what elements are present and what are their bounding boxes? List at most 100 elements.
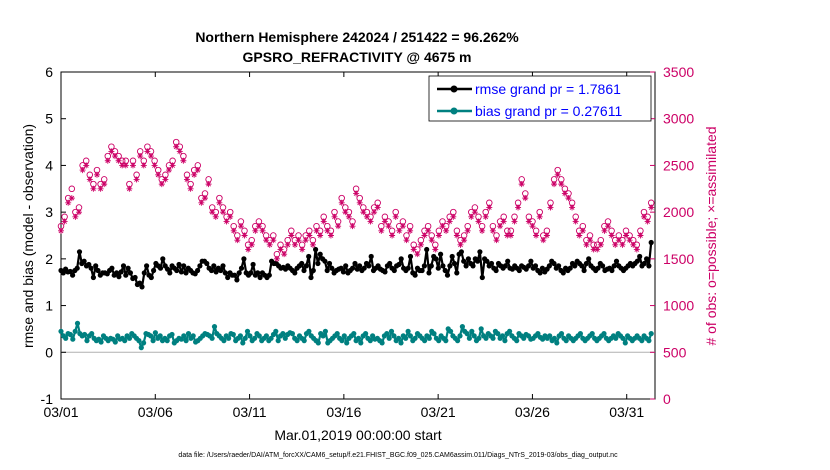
rmse-point — [211, 263, 217, 269]
bias-point — [646, 338, 652, 344]
bias-point — [126, 335, 133, 341]
rmse-point — [90, 274, 96, 281]
obs-assimilated-marker — [93, 171, 100, 178]
obs-assimilated-marker — [313, 227, 320, 234]
bias-point — [211, 324, 218, 330]
bias-point — [209, 335, 215, 341]
obs-assimilated-marker — [572, 218, 579, 225]
rmse-point — [419, 267, 425, 274]
obs-assimilated-marker — [284, 241, 291, 248]
rmse-point — [174, 267, 180, 274]
bias-point — [577, 331, 584, 337]
rmse-point — [266, 272, 272, 278]
obs-assimilated-marker — [475, 218, 482, 225]
obs-assimilated-marker — [612, 241, 619, 248]
x-tick-label: 03/16 — [326, 404, 361, 420]
bias-point — [72, 328, 78, 334]
obs-assimilated-marker — [68, 195, 75, 202]
y-left-tick-label: 2 — [45, 251, 53, 267]
bias-point — [334, 331, 340, 337]
obs-assimilated-marker — [500, 218, 507, 225]
rmse-point — [60, 270, 66, 276]
obs-assimilated-marker — [331, 213, 338, 220]
y-left-tick-label: 1 — [45, 298, 53, 314]
rmse-point — [426, 270, 432, 276]
bias-point — [183, 338, 189, 344]
obs-assimilated-marker — [320, 218, 327, 225]
rmse-point — [398, 256, 404, 262]
legend: rmse grand pr = 1.7861 bias grand pr = 0… — [428, 75, 652, 122]
rmse-point — [310, 267, 316, 274]
bias-point — [74, 320, 81, 326]
obs-assimilated-marker — [191, 171, 198, 178]
rmse-point — [546, 263, 553, 269]
x-tick-label: 03/21 — [421, 404, 456, 420]
obs-assimilated-marker — [75, 209, 82, 216]
obs-assimilated-marker — [633, 246, 640, 253]
obs-assimilated-marker — [443, 227, 450, 234]
x-tick-label: 03/01 — [43, 404, 78, 420]
obs-assimilated-marker — [457, 241, 464, 248]
obs-assimilated-marker — [302, 237, 309, 244]
rmse-point — [317, 251, 323, 257]
rmse-point — [109, 265, 115, 271]
bias-point — [436, 338, 442, 344]
bias-point — [301, 338, 307, 344]
rmse-point — [387, 260, 393, 267]
obs-assimilated-marker — [601, 227, 608, 234]
rmse-point — [234, 277, 240, 283]
obs-assimilated-marker — [291, 241, 298, 248]
bias-point — [263, 333, 269, 339]
rmse-point — [326, 260, 333, 267]
y-left-tick-label: 4 — [45, 157, 53, 173]
obs-assimilated-marker — [371, 209, 378, 216]
bias-point — [431, 331, 437, 337]
bias-point — [507, 328, 513, 334]
rmse-point — [366, 263, 372, 269]
obs-assimilated-marker — [115, 157, 122, 164]
bias-point — [403, 335, 409, 341]
obs-assimilated-marker — [511, 218, 518, 225]
y-left-tick-label: 5 — [45, 111, 53, 127]
bias-point — [448, 328, 454, 334]
bias-point — [355, 335, 362, 341]
bias-point — [405, 328, 411, 334]
rmse-point — [444, 272, 451, 278]
bias-point — [384, 331, 390, 337]
bias-point — [455, 338, 461, 344]
obs-assimilated-marker — [551, 181, 558, 188]
bias-point — [478, 326, 484, 332]
obs-assimilated-marker — [644, 218, 651, 225]
legend-bias-label: bias grand pr = 0.27611 — [475, 103, 622, 119]
obs-assimilated-marker — [335, 223, 342, 230]
obs-assimilated-marker — [223, 218, 230, 225]
rmse-point — [137, 280, 143, 286]
rmse-point — [475, 258, 481, 264]
y-right-tick-label: 1000 — [663, 298, 694, 314]
obs-assimilated-marker — [342, 209, 349, 216]
bias-point — [82, 331, 88, 338]
y-left-tick-labels: -1 0 1 2 3 4 5 6 — [41, 64, 54, 407]
y-left-tick-label: -1 — [41, 391, 54, 407]
obs-assimilated-marker — [486, 204, 493, 211]
rmse-point — [488, 260, 495, 267]
rmse-point — [479, 274, 485, 281]
obs-assimilated-marker — [615, 237, 622, 244]
obs-assimilated-marker — [637, 232, 644, 239]
bias-point — [547, 333, 553, 339]
bias-point — [422, 338, 428, 344]
obs-assimilated-marker — [216, 199, 223, 206]
obs-assimilated-marker — [83, 162, 90, 169]
rmse-point — [301, 267, 307, 274]
y-right-tick-label: 2500 — [663, 157, 694, 173]
rmse-point — [581, 267, 587, 274]
bias-point — [386, 335, 392, 341]
obs-assimilated-marker — [504, 232, 511, 239]
rmse-point — [86, 261, 92, 268]
rmse-point — [579, 263, 585, 269]
obs-assimilated-marker — [79, 167, 86, 174]
obs-assimilated-marker — [453, 232, 460, 239]
obs-assimilated-marker — [198, 199, 205, 206]
bias-point — [398, 340, 404, 346]
rmse-point — [329, 265, 335, 271]
